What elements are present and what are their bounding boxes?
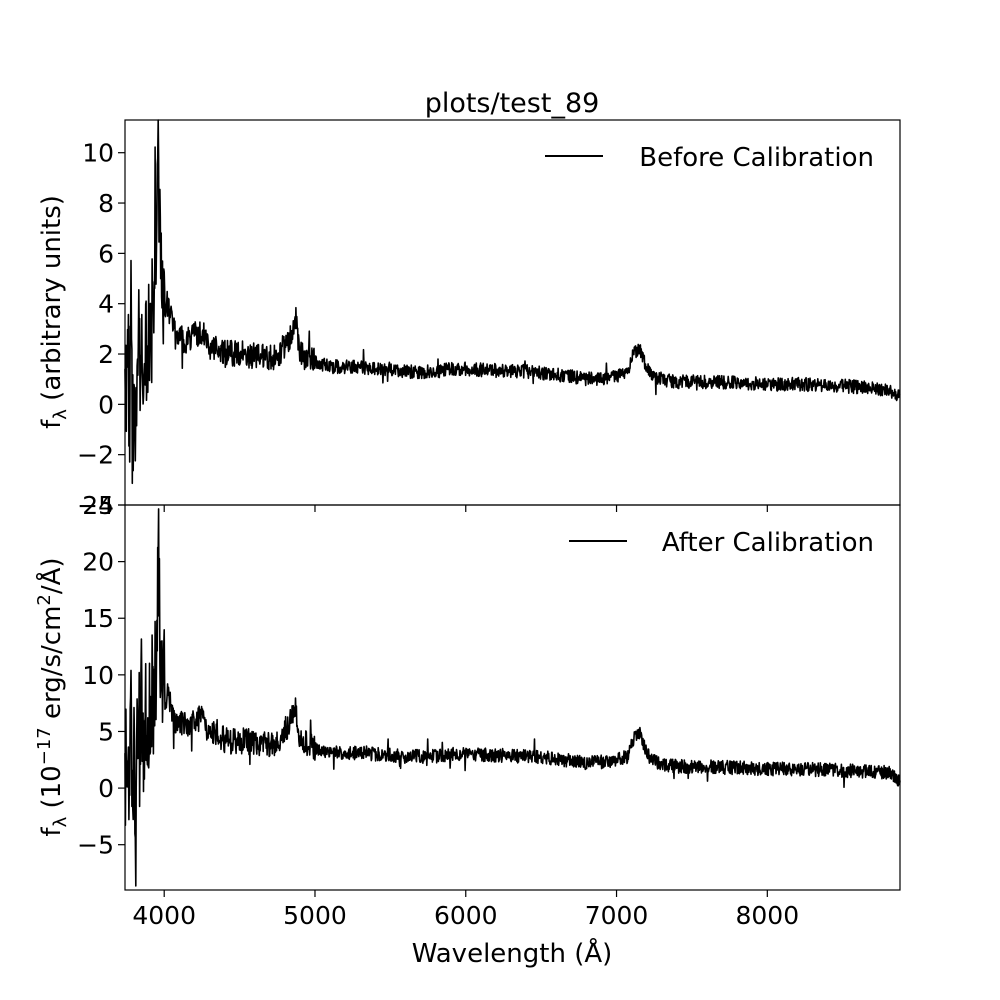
top-y-ticks: −4 −2 0 2 4 6 8 10 [77, 139, 768, 520]
x-tick-label: 7000 [585, 901, 649, 930]
bottom-series-group [124, 508, 901, 887]
bottom-y-tick-label: 10 [82, 661, 114, 690]
top-ylabel-sub: λ [50, 409, 71, 420]
x-tick-label: 5000 [283, 901, 347, 930]
top-y-axis-label: fλ (arbitrary units) [37, 195, 71, 429]
bottom-plot-frame [124, 504, 901, 891]
bottom-ylabel-rest2: erg/s/cm [37, 606, 67, 728]
bottom-y-tick-label: 0 [98, 774, 114, 803]
bottom-ylabel-rest: (10 [37, 765, 67, 817]
top-y-tick-label: 6 [98, 239, 114, 268]
top-legend: Before Calibration [545, 143, 874, 173]
bottom-ylabel-sup2: 2 [34, 594, 55, 605]
top-y-tick-label: 0 [98, 390, 114, 419]
top-y-tick-label: 2 [98, 340, 114, 369]
bottom-y-tick-label: 15 [82, 604, 114, 633]
bottom-x-ticks: 4000 5000 6000 7000 8000 [132, 890, 799, 930]
top-series-line [124, 119, 901, 485]
top-y-tick-label: 4 [98, 290, 114, 319]
top-ylabel-rest: (arbitrary units) [37, 195, 67, 409]
top-panel: −4 −2 0 2 4 6 8 10 Before Calibration fλ (arbit… [37, 119, 901, 520]
bottom-y-ticks: −5 0 5 10 15 20 25 [77, 491, 125, 860]
x-tick-label: 6000 [434, 901, 498, 930]
bottom-ylabel-sub: λ [50, 816, 71, 827]
top-y-tick-label: 10 [82, 139, 114, 168]
bottom-legend: After Calibration [569, 528, 874, 558]
x-tick-label: 8000 [736, 901, 800, 930]
bottom-panel: −5 0 5 10 15 20 25 4000 5000 6000 7000 8000 After … [34, 491, 901, 930]
bottom-ylabel-f: f [37, 827, 67, 837]
top-y-tick-label: −4 [77, 491, 114, 520]
x-tick-label: 4000 [132, 901, 196, 930]
bottom-ylabel-sup: −17 [34, 727, 55, 765]
figure-title: plots/test_89 [425, 88, 600, 119]
top-ylabel-f: f [37, 419, 67, 429]
bottom-y-tick-label: −5 [77, 831, 114, 860]
top-y-tick-label: −2 [77, 441, 114, 470]
bottom-series-line [124, 508, 901, 887]
top-series-group [124, 119, 901, 485]
bottom-y-axis-label: fλ (10−17 erg/s/cm2/Å) [34, 557, 71, 836]
bottom-ylabel-rest3: /Å) [35, 557, 67, 594]
bottom-y-tick-label: 5 [98, 717, 114, 746]
top-y-tick-label: 8 [98, 189, 114, 218]
top-legend-label: Before Calibration [639, 143, 874, 173]
bottom-y-tick-label: 25 [82, 491, 114, 520]
x-axis-label: Wavelength (Å) [412, 937, 613, 969]
bottom-legend-label: After Calibration [662, 528, 874, 558]
bottom-y-tick-label: 20 [82, 548, 114, 577]
